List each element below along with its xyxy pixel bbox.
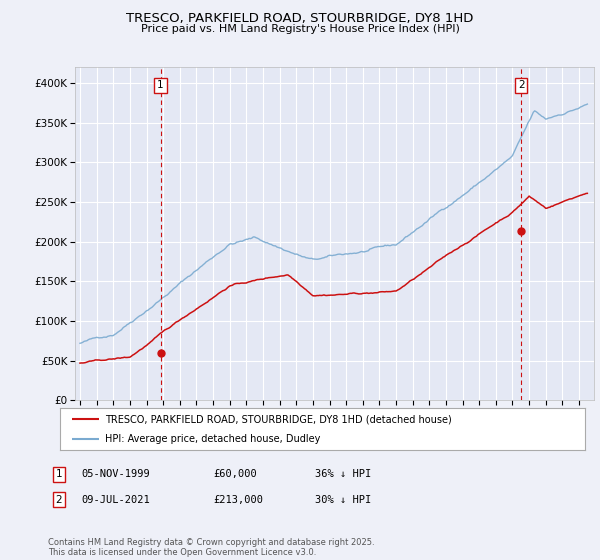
Text: HPI: Average price, detached house, Dudley: HPI: Average price, detached house, Dudl…: [104, 434, 320, 444]
Text: 05-NOV-1999: 05-NOV-1999: [81, 469, 150, 479]
Text: 2: 2: [55, 494, 62, 505]
Text: TRESCO, PARKFIELD ROAD, STOURBRIDGE, DY8 1HD: TRESCO, PARKFIELD ROAD, STOURBRIDGE, DY8…: [127, 12, 473, 25]
Text: £213,000: £213,000: [213, 494, 263, 505]
Text: Price paid vs. HM Land Registry's House Price Index (HPI): Price paid vs. HM Land Registry's House …: [140, 24, 460, 34]
Text: 1: 1: [157, 81, 164, 91]
Text: 36% ↓ HPI: 36% ↓ HPI: [315, 469, 371, 479]
Text: 2: 2: [518, 81, 524, 91]
Text: 1: 1: [55, 469, 62, 479]
Text: £60,000: £60,000: [213, 469, 257, 479]
Text: TRESCO, PARKFIELD ROAD, STOURBRIDGE, DY8 1HD (detached house): TRESCO, PARKFIELD ROAD, STOURBRIDGE, DY8…: [104, 414, 451, 424]
Text: Contains HM Land Registry data © Crown copyright and database right 2025.
This d: Contains HM Land Registry data © Crown c…: [48, 538, 374, 557]
Text: 30% ↓ HPI: 30% ↓ HPI: [315, 494, 371, 505]
Text: 09-JUL-2021: 09-JUL-2021: [81, 494, 150, 505]
